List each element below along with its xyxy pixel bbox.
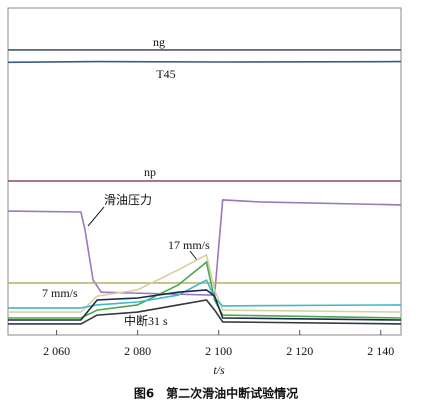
x-tick-label: 2 120 (286, 344, 313, 358)
x-tick-label: 2 080 (124, 344, 151, 358)
annotation: 滑油压力 (104, 193, 152, 207)
annotation: T45 (156, 67, 175, 81)
series-line (8, 289, 402, 321)
annotation: 中断31 s (124, 313, 168, 328)
x-tick-label: 2 100 (205, 344, 232, 358)
x-tick-label: 2 140 (367, 344, 394, 358)
annotation-arrow (189, 250, 198, 261)
series-line (8, 278, 402, 309)
annotation: 17 mm/s (168, 238, 210, 252)
annotation: ng (153, 35, 165, 49)
annotation-arrow (87, 206, 105, 227)
series-line (8, 299, 402, 325)
series-line (7, 60, 402, 64)
annotation: 7 mm/s (42, 286, 78, 300)
caption: 图6 第二次滑油中断试验情况 (134, 386, 298, 401)
x-tick-label: 2 060 (43, 344, 70, 358)
series-line (7, 199, 402, 296)
x-axis-label: t/s (213, 363, 225, 377)
annotation: np (144, 165, 156, 179)
